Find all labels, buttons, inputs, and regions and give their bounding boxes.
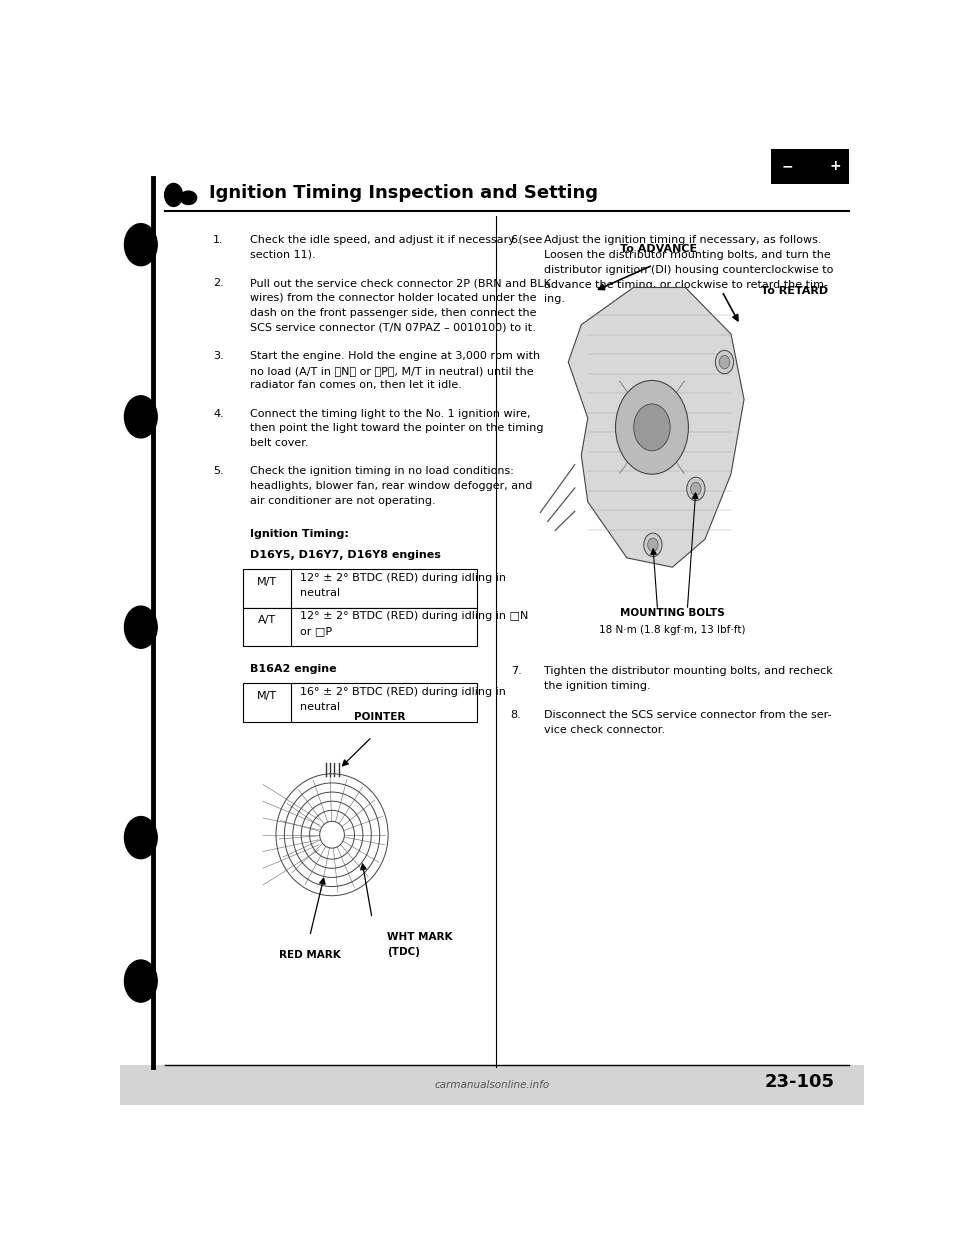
Text: section 11).: section 11).	[251, 250, 316, 260]
Circle shape	[686, 477, 705, 501]
Bar	[243, 607, 477, 646]
Text: +: +	[829, 159, 842, 173]
Circle shape	[125, 606, 157, 648]
Text: WHT MARK: WHT MARK	[387, 932, 452, 941]
Circle shape	[125, 224, 157, 266]
Text: 12° ± 2° BTDC (RED) during idling in □N: 12° ± 2° BTDC (RED) during idling in □N	[300, 611, 528, 621]
Text: MOUNTING BOLTS: MOUNTING BOLTS	[620, 609, 725, 619]
Text: 1.: 1.	[213, 235, 224, 245]
Text: Start the engine. Hold the engine at 3,000 rpm with: Start the engine. Hold the engine at 3,0…	[251, 350, 540, 360]
Text: belt cover.: belt cover.	[251, 438, 309, 448]
Text: 5.: 5.	[213, 466, 224, 477]
Text: Ignition Timing Inspection and Setting: Ignition Timing Inspection and Setting	[209, 184, 598, 201]
Circle shape	[615, 380, 688, 474]
Circle shape	[719, 355, 730, 369]
Text: Tighten the distributor mounting bolts, and recheck: Tighten the distributor mounting bolts, …	[544, 666, 833, 676]
Text: carmanualsonline.info: carmanualsonline.info	[434, 1081, 550, 1090]
Text: 16° ± 2° BTDC (RED) during idling in: 16° ± 2° BTDC (RED) during idling in	[300, 687, 506, 697]
Text: vice check connector.: vice check connector.	[544, 725, 665, 735]
Text: Disconnect the SCS service connector from the ser-: Disconnect the SCS service connector fro…	[544, 710, 831, 720]
Text: SCS service connector (T/N 07PAZ – 0010100) to it.: SCS service connector (T/N 07PAZ – 00101…	[251, 323, 536, 333]
Text: 8.: 8.	[511, 710, 521, 720]
Text: 23-105: 23-105	[764, 1073, 834, 1092]
Circle shape	[125, 396, 157, 438]
Text: advance the timing, or clockwise to retard the tim-: advance the timing, or clockwise to reta…	[544, 279, 828, 289]
Circle shape	[644, 533, 662, 556]
Text: no load (A/T in ⧃N⧄ or ⧃P⧄, M/T in neutral) until the: no load (A/T in ⧃N⧄ or ⧃P⧄, M/T in neutr…	[251, 365, 534, 375]
Text: the ignition timing.: the ignition timing.	[544, 681, 651, 691]
Text: 6.: 6.	[511, 235, 521, 245]
Text: ing.: ing.	[544, 294, 565, 304]
Text: 2.: 2.	[213, 278, 224, 288]
Text: air conditioner are not operating.: air conditioner are not operating.	[251, 496, 436, 505]
Text: Ignition Timing:: Ignition Timing:	[251, 529, 349, 539]
Circle shape	[165, 184, 182, 206]
Text: 3.: 3.	[213, 350, 224, 360]
Bar	[120, 1066, 864, 1105]
Circle shape	[634, 404, 670, 451]
Text: Pull out the service check connector 2P (BRN and BLK: Pull out the service check connector 2P …	[251, 278, 551, 288]
Ellipse shape	[180, 191, 197, 205]
Text: (TDC): (TDC)	[387, 946, 420, 956]
Text: To ADVANCE: To ADVANCE	[620, 243, 698, 253]
Text: distributor ignition (DI) housing counterclockwise to: distributor ignition (DI) housing counte…	[544, 265, 833, 274]
Text: neutral: neutral	[300, 702, 340, 712]
Text: wires) from the connector holder located under the: wires) from the connector holder located…	[251, 293, 537, 303]
Text: Check the idle speed, and adjust it if necessary (see: Check the idle speed, and adjust it if n…	[251, 235, 542, 245]
Bar	[814, 139, 828, 148]
Circle shape	[715, 350, 733, 374]
Text: headlights, blower fan, rear window defogger, and: headlights, blower fan, rear window defo…	[251, 481, 533, 491]
Text: D16Y5, D16Y7, D16Y8 engines: D16Y5, D16Y7, D16Y8 engines	[251, 550, 441, 560]
Text: RED MARK: RED MARK	[278, 950, 341, 960]
Text: To RETARD: To RETARD	[760, 286, 828, 296]
Text: Connect the timing light to the No. 1 ignition wire,: Connect the timing light to the No. 1 ig…	[251, 409, 531, 419]
Bar	[243, 683, 477, 722]
Text: 4.: 4.	[213, 409, 224, 419]
Text: 7.: 7.	[511, 666, 521, 676]
Text: or □P: or □P	[300, 626, 332, 636]
Text: Adjust the ignition timing if necessary, as follows.: Adjust the ignition timing if necessary,…	[544, 235, 822, 245]
Text: Check the ignition timing in no load conditions:: Check the ignition timing in no load con…	[251, 466, 514, 477]
Text: 18 N·m (1.8 kgf·m, 13 lbf·ft): 18 N·m (1.8 kgf·m, 13 lbf·ft)	[599, 625, 746, 635]
Text: A/T: A/T	[258, 615, 276, 625]
Text: then point the light toward the pointer on the timing: then point the light toward the pointer …	[251, 424, 543, 433]
Text: POINTER: POINTER	[354, 713, 405, 723]
Text: M/T: M/T	[257, 576, 277, 586]
Circle shape	[690, 482, 701, 496]
Text: radiator fan comes on, then let it idle.: radiator fan comes on, then let it idle.	[251, 380, 462, 390]
Text: Loosen the distributor mounting bolts, and turn the: Loosen the distributor mounting bolts, a…	[544, 250, 830, 260]
Circle shape	[125, 816, 157, 858]
Text: 12° ± 2° BTDC (RED) during idling in: 12° ± 2° BTDC (RED) during idling in	[300, 573, 506, 582]
Text: M/T: M/T	[257, 691, 277, 700]
Text: neutral: neutral	[300, 587, 340, 597]
Text: B16A2 engine: B16A2 engine	[251, 663, 337, 674]
Text: −: −	[781, 159, 793, 173]
Circle shape	[125, 960, 157, 1002]
Bar	[784, 139, 798, 148]
Text: dash on the front passenger side, then connect the: dash on the front passenger side, then c…	[251, 308, 537, 318]
Bar	[771, 148, 849, 184]
Circle shape	[648, 538, 659, 551]
Polygon shape	[568, 287, 744, 568]
Bar	[243, 569, 477, 607]
